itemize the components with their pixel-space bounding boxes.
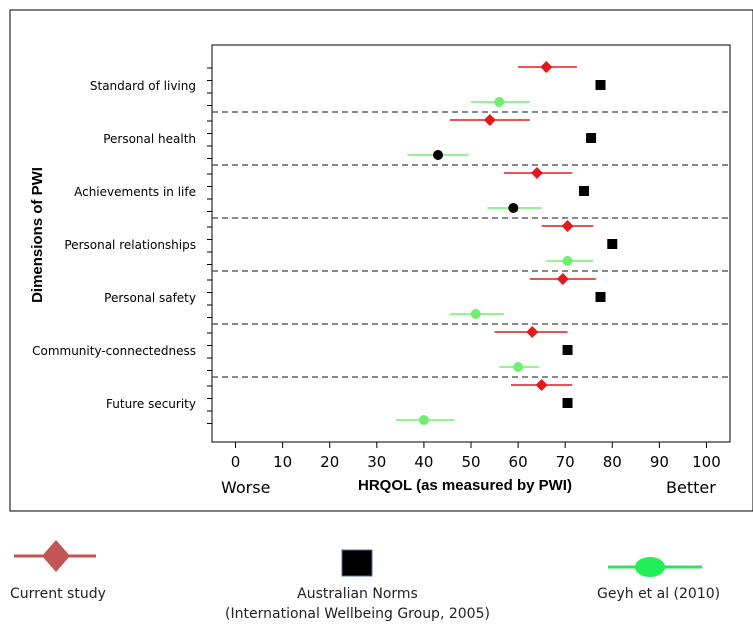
x-tick-label: 0 <box>231 453 241 471</box>
data-point-square <box>595 292 606 302</box>
y-category-label: Achievements in life <box>74 185 196 199</box>
x-axis: 0 10 20 30 40 50 60 70 80 90 100 <box>231 442 721 471</box>
data-marks <box>395 61 618 425</box>
legend-label-current-study: Current study <box>10 586 106 602</box>
y-axis-title: Dimensions of PWI <box>29 167 46 303</box>
data-point-square <box>579 186 590 196</box>
data-point-circle <box>562 256 573 266</box>
x-tick-label: 60 <box>509 453 528 471</box>
data-point-circle <box>433 150 444 160</box>
figure-frame <box>9 9 753 512</box>
data-point-diamond <box>530 167 543 179</box>
x-axis-better-annotation: Better <box>666 478 716 497</box>
data-point-diamond <box>526 326 539 338</box>
y-category-label: Personal safety <box>104 291 196 305</box>
data-point-square <box>562 398 573 408</box>
legend-icon-geyh <box>608 557 702 577</box>
data-point-square <box>595 80 606 90</box>
legend-label-geyh: Geyh et al (2010) <box>597 586 721 602</box>
data-point-square <box>562 345 573 355</box>
legend-label-australian-norms-source: (International Wellbeing Group, 2005) <box>225 606 490 622</box>
data-point-circle <box>513 362 524 372</box>
x-tick-label: 90 <box>650 453 669 471</box>
y-category-label: Standard of living <box>90 79 196 93</box>
legend-label-australian-norms: Australian Norms <box>297 586 418 602</box>
data-point-diamond <box>556 273 569 285</box>
x-tick-label: 10 <box>273 453 292 471</box>
data-point-diamond <box>540 61 553 73</box>
y-axis-ticks <box>207 67 212 424</box>
data-point-circle <box>470 309 481 319</box>
y-category-label: Personal health <box>103 132 196 146</box>
data-point-square <box>586 133 597 143</box>
x-axis-title: HRQOL (as measured by PWI) <box>358 477 572 494</box>
legend-icon-current-study <box>14 540 96 572</box>
x-tick-label: 40 <box>414 453 433 471</box>
y-axis-labels: Standard of living Personal health Achieve… <box>32 79 196 411</box>
plot-area <box>211 44 731 443</box>
y-category-label: Personal relationships <box>64 238 196 252</box>
data-point-circle <box>418 415 429 425</box>
x-tick-label: 30 <box>367 453 386 471</box>
y-category-label: Community-connectedness <box>32 344 196 358</box>
data-point-diamond <box>483 114 496 126</box>
data-point-diamond <box>561 220 574 232</box>
x-tick-label: 20 <box>320 453 339 471</box>
x-tick-label: 50 <box>461 453 480 471</box>
data-point-circle <box>508 203 519 213</box>
x-tick-label: 100 <box>692 453 721 471</box>
legend-icon-australian-norms <box>341 549 373 577</box>
x-axis-worse-annotation: Worse <box>221 478 270 497</box>
x-tick-label: 80 <box>603 453 622 471</box>
category-separators <box>212 111 730 378</box>
data-point-square <box>607 239 618 249</box>
data-point-diamond <box>535 379 548 391</box>
data-point-circle <box>494 97 505 107</box>
x-tick-label: 70 <box>556 453 575 471</box>
y-category-label: Future security <box>106 397 196 411</box>
